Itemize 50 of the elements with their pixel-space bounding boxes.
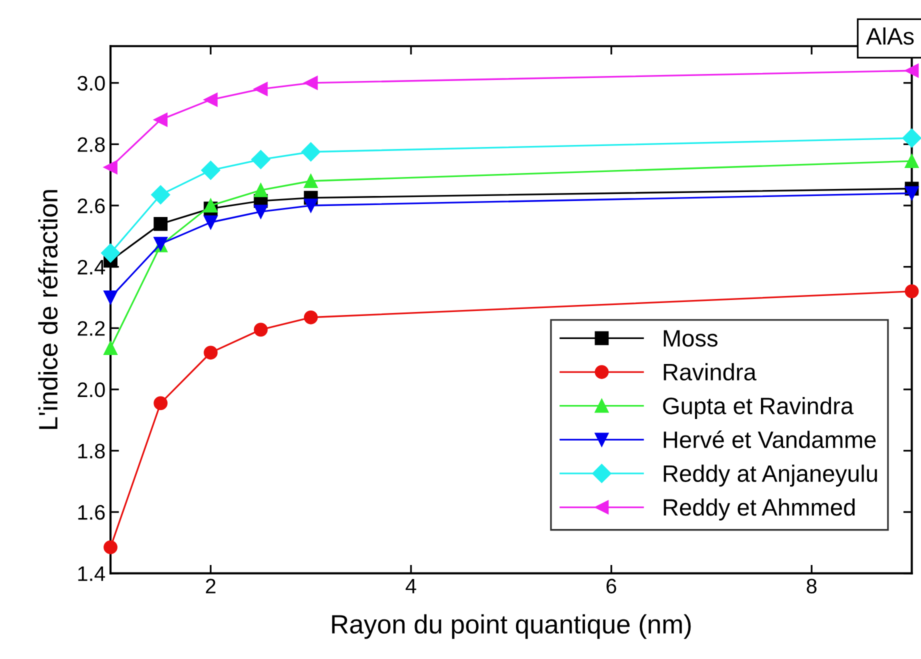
- point: [254, 183, 268, 198]
- legend-label: Reddy et Ahmmed: [664, 498, 855, 520]
- point: [304, 310, 318, 324]
- y-tick-label: 2.6: [78, 198, 105, 214]
- point: [902, 128, 921, 148]
- text: AlAs: [866, 27, 914, 45]
- legend-label: Gupta et Ravindra: [663, 396, 854, 419]
- point: [204, 198, 218, 212]
- point: [154, 396, 168, 410]
- point: [251, 150, 270, 170]
- x-tick-label: 8: [806, 578, 817, 594]
- y-tick-label: 2.2: [78, 321, 105, 336]
- y-axis-title: L'indice de réfraction: [38, 190, 58, 429]
- x-tick-label: 2: [206, 578, 216, 594]
- x-tick-label: 4: [406, 578, 416, 594]
- legend-label: Reddy at Anjaneyulu: [664, 464, 877, 487]
- point: [204, 215, 218, 230]
- point: [201, 160, 220, 180]
- point: [104, 290, 118, 304]
- x-tick-label: 6: [606, 578, 616, 594]
- point: [304, 174, 318, 188]
- y-tick-label: 1.8: [78, 444, 105, 458]
- point: [104, 160, 118, 174]
- point: [154, 216, 168, 231]
- point: [904, 186, 919, 200]
- point: [904, 154, 919, 168]
- point: [151, 185, 170, 204]
- point: [301, 142, 320, 162]
- point: [204, 346, 218, 360]
- y-tick-label: 3.0: [77, 76, 105, 91]
- point: [154, 112, 168, 127]
- y-tick-label: 1.6: [78, 505, 105, 520]
- x-axis-title: Rayon du point quantique (nm): [332, 614, 691, 639]
- y-tick-label: 1.4: [78, 566, 106, 581]
- point: [904, 64, 919, 78]
- legend-label: Ravindra: [664, 363, 756, 381]
- point: [204, 92, 218, 107]
- y-tick-label: 2.8: [78, 137, 105, 152]
- point: [254, 82, 268, 96]
- legend-label: Moss: [664, 330, 718, 347]
- y-tick-label: 2.0: [78, 382, 105, 398]
- point: [104, 540, 118, 554]
- y-tick-label: 2.4: [78, 260, 106, 274]
- point: [304, 198, 318, 212]
- point: [254, 204, 268, 219]
- point: [104, 341, 118, 355]
- legend-label: Hervé et Vandamme: [664, 430, 876, 448]
- point: [254, 322, 268, 337]
- point: [304, 76, 318, 90]
- point: [904, 284, 919, 298]
